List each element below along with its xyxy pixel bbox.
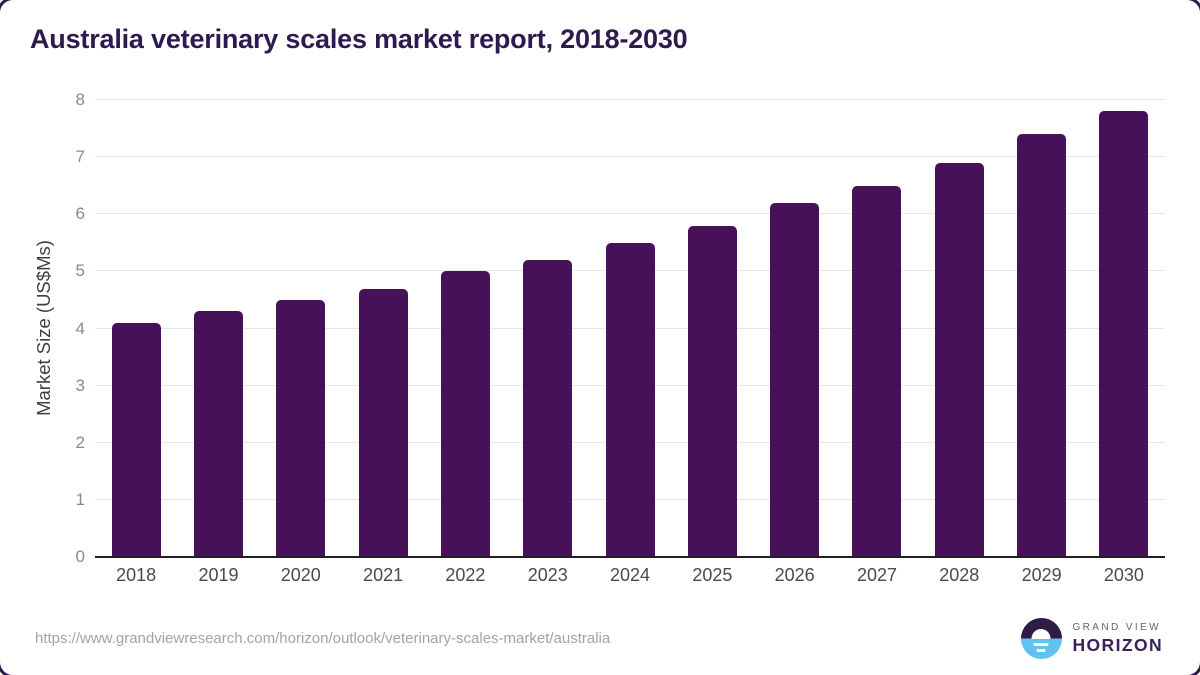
y-tick-label-6: 6 [75, 204, 85, 224]
bar-2022 [440, 271, 490, 557]
y-tick-label-8: 8 [75, 90, 85, 109]
bar-slot-2024 [589, 100, 671, 557]
x-tick-label-2026: 2026 [774, 565, 815, 585]
bar-slot-2030 [1083, 100, 1165, 557]
logo-text: GRAND VIEW HORIZON [1073, 622, 1164, 656]
gridline-y-7 [95, 156, 1165, 158]
grand-view-horizon-logo: GRAND VIEW HORIZON [1020, 618, 1164, 659]
bar-2026 [770, 202, 820, 557]
bar-2027 [852, 185, 902, 557]
bar-slot-2025 [671, 100, 753, 557]
x-tick-label-2024: 2024 [610, 565, 651, 585]
source-url: https://www.grandviewresearch.com/horizo… [35, 630, 611, 647]
x-tick-label-2028: 2028 [939, 565, 980, 585]
bar-slot-2021 [342, 100, 424, 557]
bar-2021 [358, 288, 408, 557]
y-tick-label-2: 2 [75, 432, 85, 452]
wave-line-shape [1036, 648, 1046, 652]
y-tick-label-7: 7 [75, 147, 85, 167]
x-tick-label-2018: 2018 [116, 565, 157, 585]
logo-text-horizon: HORIZON [1072, 634, 1163, 655]
y-tick-label-0: 0 [75, 547, 85, 566]
x-tick-labels: 2018 2019 2020 2021 2022 2023 2024 2025 2026 2027… [95, 565, 1165, 586]
sun-dome-shape [1031, 628, 1051, 639]
bar-2029 [1017, 134, 1067, 557]
bar-2025 [687, 225, 737, 557]
x-tick-label-2023: 2023 [527, 565, 568, 585]
bar-2019 [193, 311, 243, 557]
page-title: Australia veterinary scales market repor… [30, 24, 688, 54]
bar-2023 [523, 259, 573, 557]
plot-area: 0 1 2 3 4 5 6 7 8 [76, 90, 1165, 566]
x-tick-label-2027: 2027 [856, 565, 897, 585]
bar-slot-2027 [836, 100, 918, 557]
x-tick-label-2020: 2020 [280, 565, 321, 585]
bar-slot-2020 [260, 100, 342, 557]
x-tick-label-2029: 2029 [1021, 565, 1062, 585]
y-axis-title: Market Size (US$Ms) [33, 240, 54, 416]
bar-slot-2019 [177, 100, 259, 557]
gridline-y-8 [95, 99, 1165, 100]
bar-slot-2022 [424, 100, 506, 557]
bar-2024 [605, 242, 655, 557]
y-tick-label-5: 5 [75, 261, 85, 281]
bar-slot-2023 [507, 100, 589, 557]
bar-slot-2018 [95, 100, 177, 557]
y-tick-label-1: 1 [75, 489, 85, 509]
sunrise-logo-icon [1020, 618, 1062, 659]
bar-slot-2029 [1000, 100, 1082, 557]
bar-2028 [934, 162, 984, 557]
bar-2018 [111, 322, 161, 557]
y-tick-label-4: 4 [75, 318, 85, 338]
x-tick-label-2025: 2025 [692, 565, 733, 585]
bar-2030 [1099, 111, 1149, 557]
gridline-y-6 [95, 213, 1165, 215]
x-tick-label-2021: 2021 [363, 565, 404, 585]
bar-slot-2026 [754, 100, 836, 557]
bar-series [95, 100, 1165, 557]
x-axis-line [95, 556, 1165, 558]
y-tick-label-3: 3 [75, 375, 85, 395]
logo-text-grand-view: GRAND VIEW [1072, 621, 1161, 633]
bar-2020 [276, 299, 326, 557]
wave-line-shape [1033, 642, 1049, 646]
x-tick-label-2030: 2030 [1103, 565, 1144, 585]
bar-slot-2028 [918, 100, 1000, 557]
x-tick-label-2019: 2019 [198, 565, 239, 585]
x-tick-label-2022: 2022 [445, 565, 486, 585]
